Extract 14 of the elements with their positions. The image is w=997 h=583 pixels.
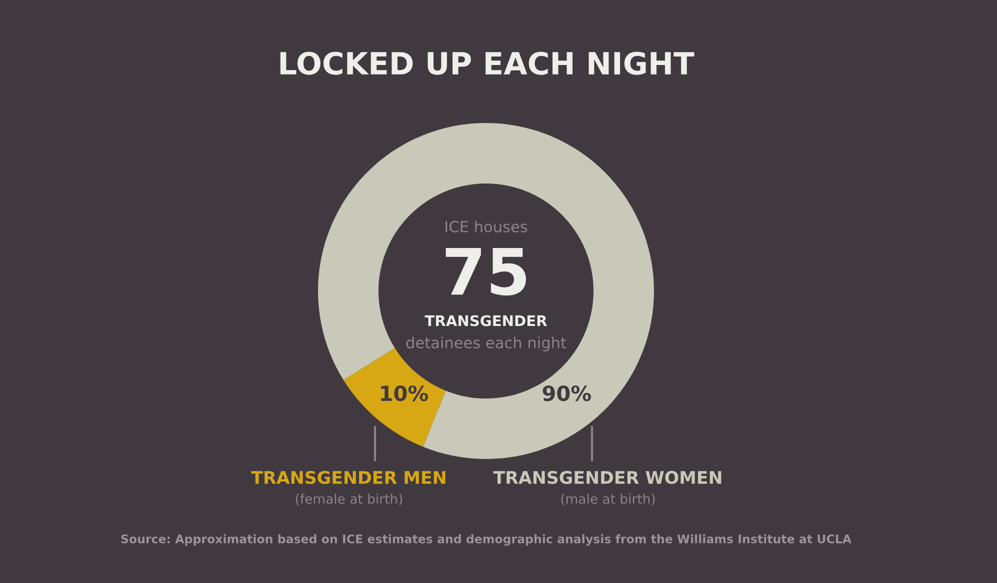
text: ICE houses [446, 220, 528, 232]
text: detainees each night [406, 336, 566, 352]
data-label: 10% [381, 385, 428, 402]
data-label: 90% [542, 385, 591, 402]
slice-label: TRANSGENDER MEN [251, 470, 446, 484]
text: 75 [446, 248, 526, 296]
donut-slice [318, 123, 654, 459]
text: TRANSGENDER [424, 315, 548, 326]
text: (female at birth) [296, 494, 402, 506]
source-note: Source: Approximation based on ICE estimates and demographic analysis from the Williams Institute at UCLA [121, 534, 852, 546]
text: (male at birth) [561, 494, 655, 506]
donut-slice [344, 348, 446, 447]
chart-title: LOCKED UP EACH NIGHT [280, 52, 694, 75]
slice-label: TRANSGENDER WOMEN [493, 470, 722, 484]
